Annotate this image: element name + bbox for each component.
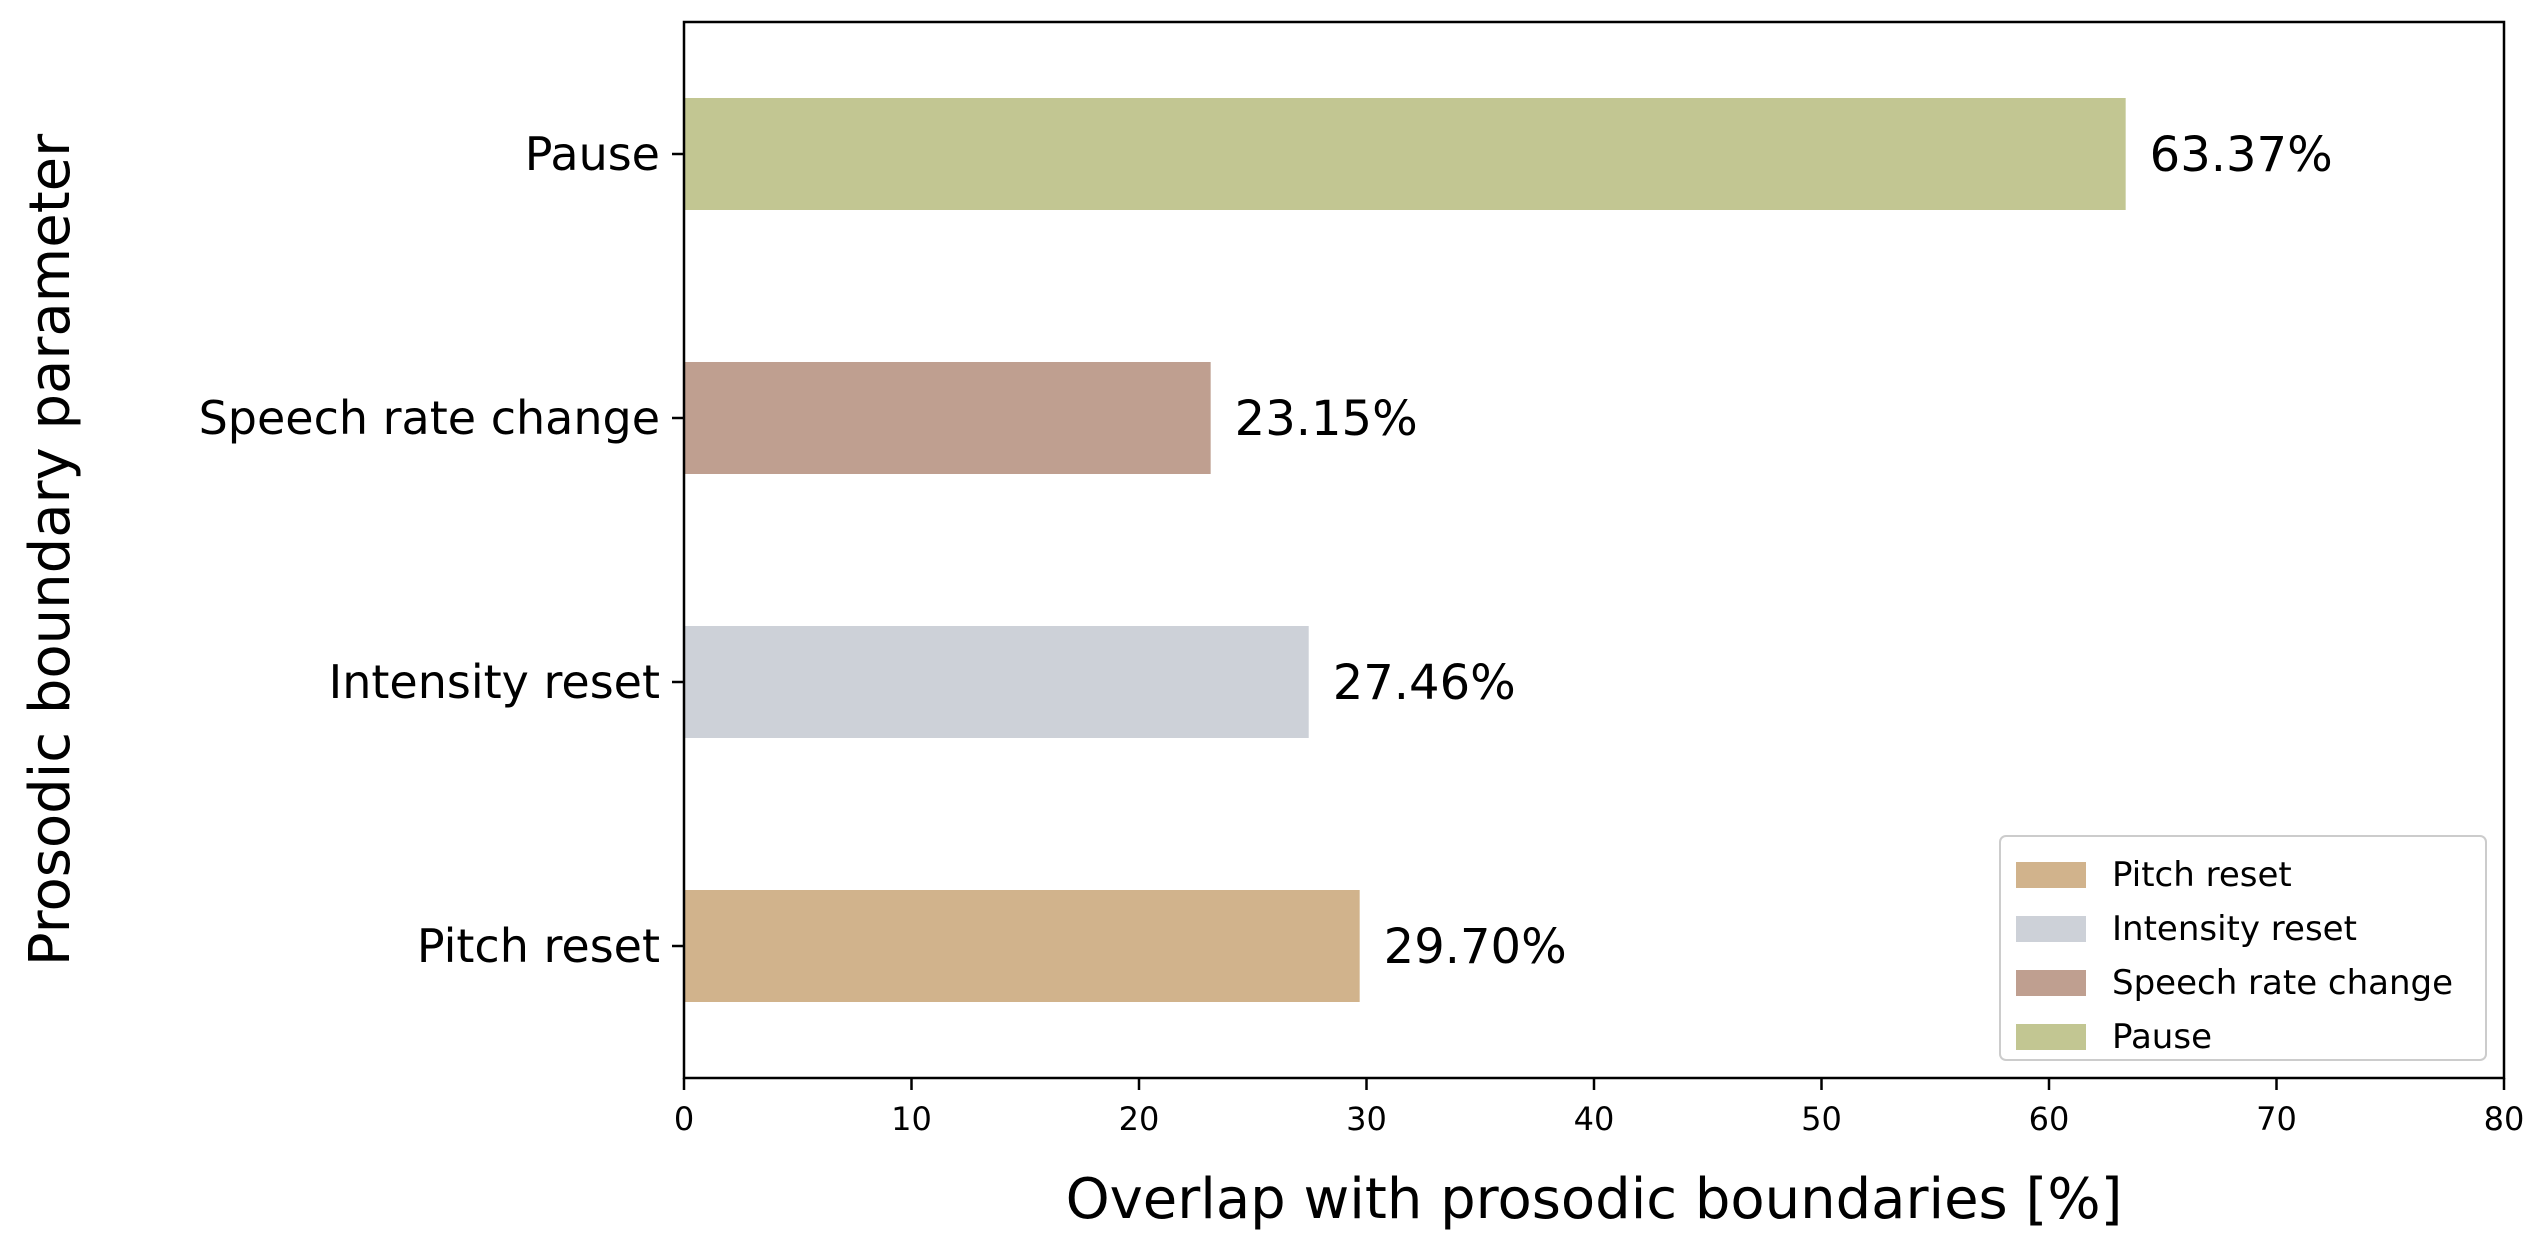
x-axis-ticks: 0 10 20 30 40 50 60 70 80 [674,1078,2525,1138]
legend-box [1999,835,2487,1061]
y-axis-label: Prosodic boundary parameter [18,133,83,966]
legend-label-pitch-reset: Pitch reset [2112,855,2292,895]
bar-labels-group: 29.70% 27.46% 23.15% 63.37% [1235,127,2333,975]
legend-swatch-pitch-reset [2016,862,2086,888]
legend-swatch-intensity-reset [2016,916,2086,942]
legend-label-intensity-reset: Intensity reset [2112,909,2357,949]
x-tick-label: 40 [1574,1100,1615,1138]
y-tick-label-pause: Pause [525,127,660,181]
plot-area-frame [682,20,2506,1080]
bar-intensity-reset [684,626,1309,738]
x-tick-label: 10 [891,1100,932,1138]
y-tick-label-speech-rate-change: Speech rate change [199,391,660,445]
bar-value-label-pitch-reset: 29.70% [1384,919,1567,975]
bar-value-label-speech-rate-change: 23.15% [1235,391,1418,447]
legend-swatch-pause [2016,1024,2086,1050]
x-axis-label: Overlap with prosodic boundaries [%] [1066,1167,2123,1232]
bar-speech-rate-change [684,362,1211,474]
legend: Pitch reset Intensity reset Speech rate ch… [1999,835,2487,1061]
x-tick-label: 80 [2484,1100,2525,1138]
legend-label-pause: Pause [2112,1017,2212,1057]
y-tick-label-pitch-reset: Pitch reset [417,919,660,973]
bar-pause [684,98,2126,210]
y-axis-ticks: Pitch reset Intensity reset Speech rate ch… [199,127,684,973]
x-tick-label: 50 [1801,1100,1842,1138]
bar-pitch-reset [684,890,1360,1002]
y-tick-label-intensity-reset: Intensity reset [329,655,660,709]
x-tick-label: 0 [674,1100,694,1138]
legend-label-speech-rate-change: Speech rate change [2112,963,2453,1003]
x-tick-label: 70 [2256,1100,2297,1138]
bar-value-label-intensity-reset: 27.46% [1333,655,1516,711]
x-tick-label: 30 [1346,1100,1387,1138]
bars-group [684,98,2126,1002]
x-tick-label: 20 [1119,1100,1160,1138]
bar-value-label-pause: 63.37% [2150,127,2333,183]
legend-swatch-speech-rate-change [2016,970,2086,996]
x-tick-label: 60 [2029,1100,2070,1138]
